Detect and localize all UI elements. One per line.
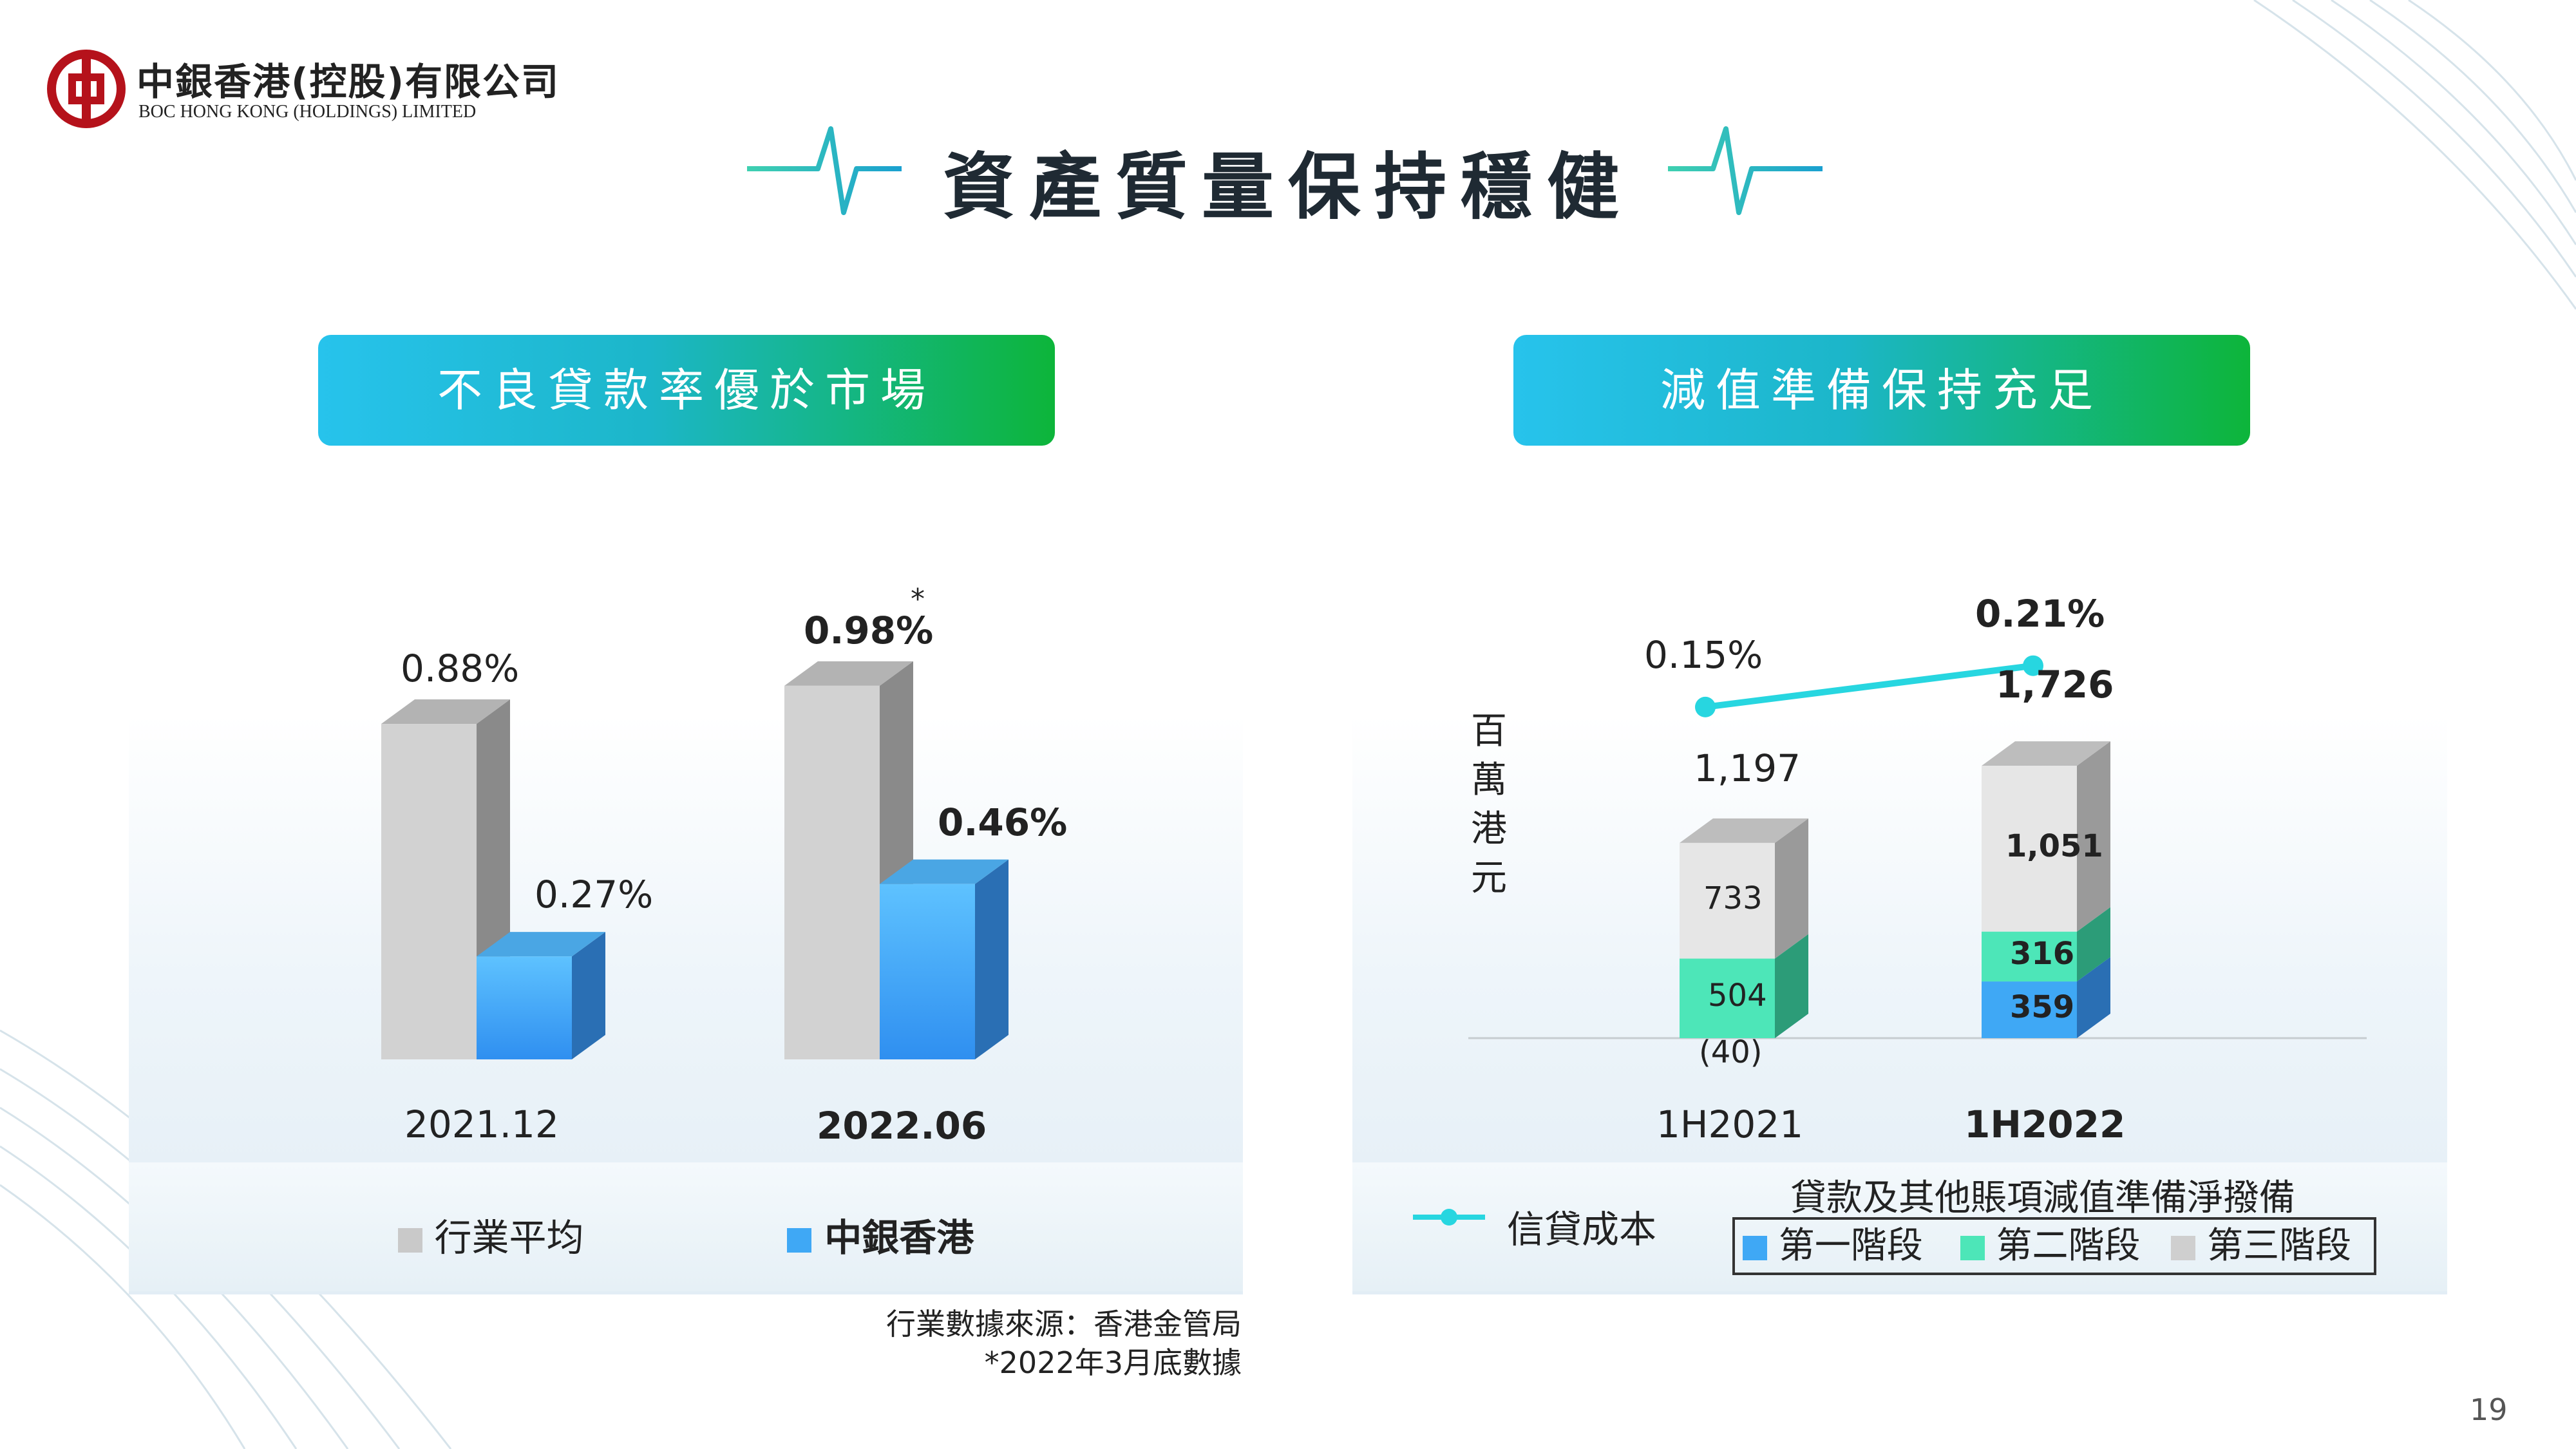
credit-cost-1h2022-label: 0.21% [1975,591,2105,636]
footnote-note: *2022年3月底數據 [984,1345,1242,1380]
total-1h2021-label: 1,197 [1694,746,1801,790]
category-label-2021-12: 2021.12 [404,1103,559,1146]
industry-2022-value-label: 0.98% [804,608,934,652]
page-number: 19 [2470,1392,2508,1427]
y-unit-char: 萬 [1471,759,1507,801]
y-unit-char: 百 [1471,710,1507,752]
legend-industry: 行業平均 [398,1208,583,1262]
legend-swatch-stage3 [2171,1235,2196,1260]
legend-swatch-gray [398,1227,422,1253]
stage2-1h2021-label: 504 [1708,978,1767,1014]
pulse-icon-right [1668,126,1823,215]
total-1h2022-label: 1,726 [1996,663,2114,707]
pulse-icon-left [747,126,902,215]
legend-stage1-label: 第一階段 [1778,1225,1923,1267]
credit-cost-point [1695,696,1716,717]
left-legend-band [129,1162,1243,1291]
impairment-section-header: 減值準備保持充足 [1513,335,2250,446]
company-name-cn: 中銀香港(控股)有限公司 [137,60,560,104]
stage-legend-box: 第一階段 第二階段 第三階段 [1732,1217,2376,1275]
industry-2021-value-label: 0.88% [401,647,520,691]
legend-credit-cost-label: 信貸成本 [1507,1208,1657,1251]
stage3-1h2021-label: 733 [1703,880,1763,916]
legend-industry-label: 行業平均 [434,1216,584,1260]
bochk-2021-value-label: 0.27% [535,873,654,917]
company-name-en: BOC HONG KONG (HOLDINGS) LIMITED [138,102,477,122]
legend-line-marker-icon [1413,1209,1485,1226]
legend-group-title: 貸款及其他賬項減值準備淨撥備 [1790,1177,2295,1219]
category-label-1h2021: 1H2021 [1656,1103,1804,1146]
category-label-2022-06: 2022.06 [817,1104,987,1148]
bochk-bar [880,859,1009,1059]
stage3-segment [1982,741,2110,932]
right-legend-band [1352,1162,2447,1291]
npl-section-header: 不良貸款率優於市場 [318,335,1055,446]
legend-stage3-label: 第三階段 [2207,1225,2352,1267]
legend-swatch-stage2 [1960,1235,1985,1260]
legend-swatch-stage1 [1743,1235,1767,1260]
legend-stage2-label: 第二階段 [1996,1225,2141,1267]
stage1-1h2021-label: (40) [1699,1034,1763,1070]
bochk-2022-value-label: 0.46% [938,800,1068,844]
legend-swatch-blue [787,1227,811,1253]
legend-bochk-label: 中銀香港 [824,1216,974,1260]
stage2-1h2022-label: 316 [2010,936,2075,972]
stage3-1h2022-label: 1,051 [2005,828,2103,864]
credit-cost-line [1705,662,2034,710]
y-unit-char: 港 [1471,808,1507,850]
y-unit-char: 元 [1471,857,1507,899]
bochk-bar [477,932,605,1059]
y-axis-unit: 百 萬 港 元 [1470,707,1508,903]
legend-bochk: 中銀香港 [787,1208,974,1262]
stage1-1h2022-label: 359 [2010,989,2075,1026]
data-source-note: 行業數據來源：香港金管局 [886,1307,1242,1341]
credit-cost-point [2023,655,2043,676]
stage3-segment [1680,818,1808,959]
footnote-asterisk: * [911,582,925,616]
bank-logo-icon [47,50,126,128]
credit-cost-1h2021-label: 0.15% [1644,632,1763,677]
category-label-1h2022: 1H2022 [1964,1103,2126,1146]
page-title: 資產質量保持穩健 [943,146,1633,229]
